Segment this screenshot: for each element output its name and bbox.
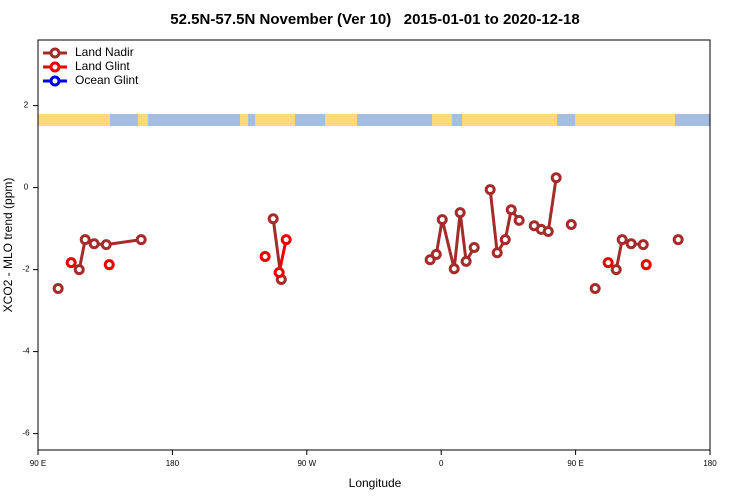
point [491,247,503,259]
point [468,241,480,253]
chart-title: 52.5N-57.5N November (Ver 10) 2015-01-01… [170,11,579,28]
x-tick-label: 90 E [30,459,46,468]
point [436,214,448,226]
legend-marker [49,75,61,87]
legend-marker [49,47,61,59]
legend-label: Ocean Glint [75,73,139,87]
point [135,234,147,246]
legend-label: Land Glint [75,59,130,73]
point [505,204,517,216]
point [65,257,77,269]
point [625,238,637,250]
point [448,263,460,275]
series-line [79,178,678,280]
legend-marker [49,61,61,73]
x-tick-label: 180 [703,459,717,468]
point [484,184,496,196]
x-tick-label: 90 W [297,459,316,468]
point [460,255,472,267]
point [499,234,511,246]
point [513,214,525,226]
point [565,219,577,230]
legend-label: Land Nadir [75,45,134,59]
point [280,234,292,246]
point [672,234,684,246]
y-tick-label: -2 [22,265,30,274]
y-tick-label: -6 [22,429,30,438]
point [100,239,112,251]
y-axis-label: XCO2 - MLO trend (ppm) [1,178,15,313]
map-strip [38,114,710,126]
point [610,264,622,276]
x-axis-label: Longitude [349,476,402,490]
point [103,259,115,271]
y-tick-label: 2 [24,101,29,110]
y-tick-label: -4 [22,347,30,356]
point [273,266,285,278]
point [602,257,614,269]
point [542,225,554,237]
point [640,259,652,271]
point [79,234,91,246]
y-tick-label: 0 [24,183,29,192]
point [430,248,442,260]
plot-frame [37,39,711,451]
point [88,238,100,250]
point [259,250,271,262]
point [616,234,628,246]
point [637,239,649,251]
point [73,264,85,276]
x-tick-label: 0 [439,459,444,468]
x-tick-label: 90 E [567,459,583,468]
point [454,207,466,219]
point [550,172,562,184]
point [589,282,601,294]
point [267,213,279,225]
x-tick-label: 180 [166,459,180,468]
point [52,282,64,294]
